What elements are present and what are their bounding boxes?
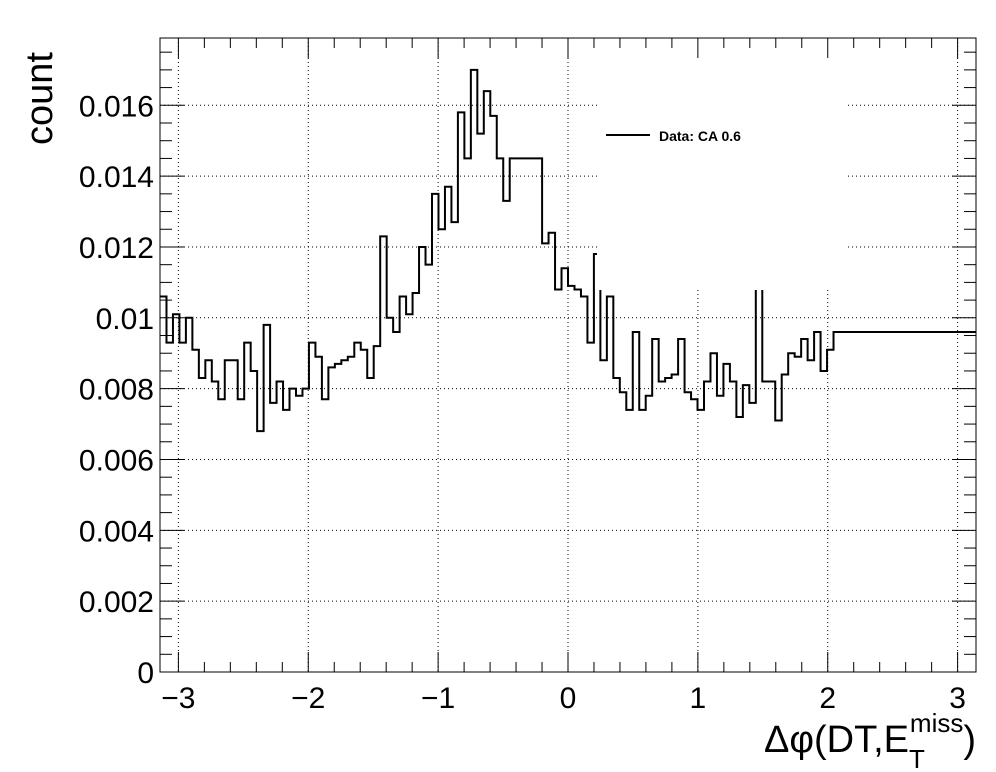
y-tick-label: 0 [137, 657, 154, 690]
y-tick-label: 0.016 [79, 90, 154, 123]
x-tick-label: 3 [949, 682, 966, 715]
x-axis-title-close: ) [963, 719, 976, 761]
y-tick-label: 0.002 [79, 586, 154, 619]
y-tick-label: 0.006 [79, 444, 154, 477]
x-axis-title-subscript: T [909, 744, 925, 772]
legend-background [597, 30, 845, 290]
x-tick-label: 0 [560, 682, 577, 715]
y-tick-label: 0.014 [79, 161, 154, 194]
y-tick-label: 0.004 [79, 515, 154, 548]
x-tick-label: −2 [291, 682, 325, 715]
x-tick-label: −3 [161, 682, 195, 715]
legend: Data: CA 0.6 [597, 30, 845, 290]
x-axis-title-superscript: miss [910, 708, 963, 738]
x-axis-title: Δφ(DT,ETmiss) [764, 708, 976, 772]
axes: −3 −2 −1 0 1 2 3 0 0.002 0.004 0.006 0.008 0.01 0.012… [79, 38, 976, 715]
legend-label: Data: CA 0.6 [659, 128, 741, 144]
x-axis-title-main: Δφ(DT,E [764, 719, 909, 761]
y-tick-label: 0.012 [79, 232, 154, 265]
y-tick-label: 0.01 [96, 303, 154, 336]
y-axis-title: count [19, 52, 61, 145]
x-tick-label: 2 [819, 682, 836, 715]
histogram-series [160, 68, 976, 433]
x-tick-label: 1 [690, 682, 707, 715]
grid-lines [160, 38, 976, 672]
x-tick-label: −1 [421, 682, 455, 715]
y-tick-label: 0.008 [79, 374, 154, 407]
histogram-step-line [160, 68, 976, 433]
